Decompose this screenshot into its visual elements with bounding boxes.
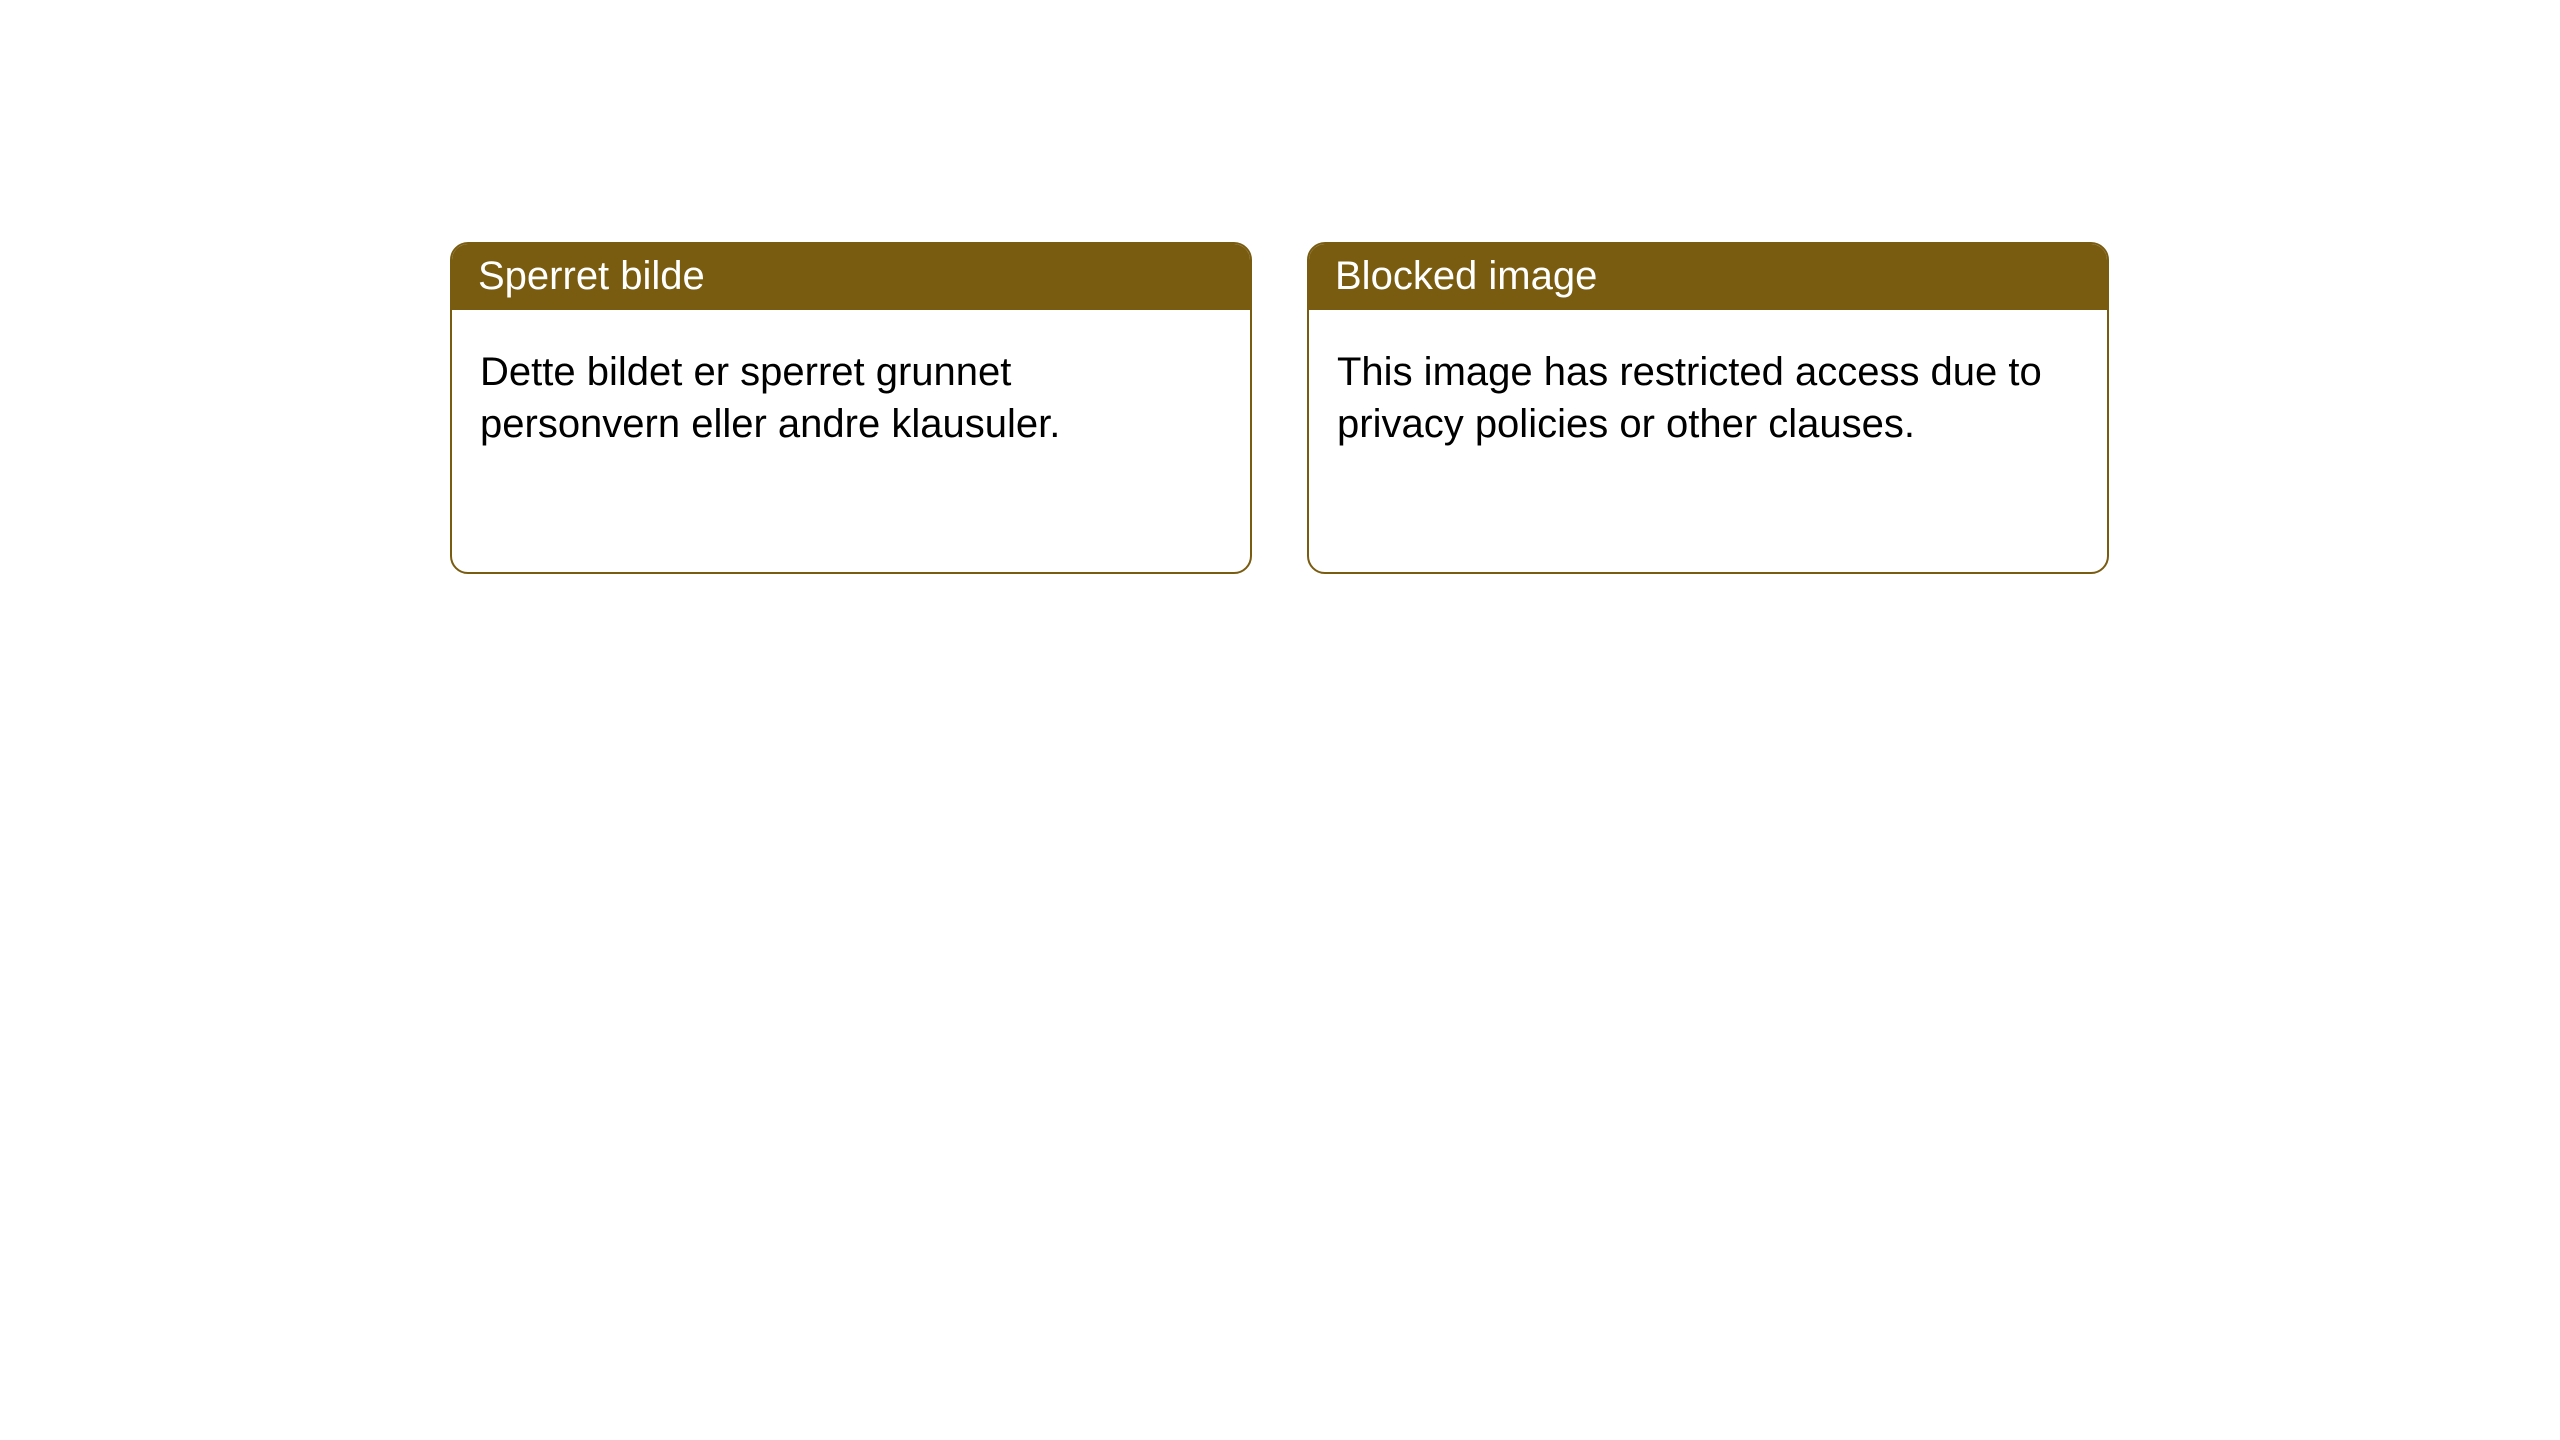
notice-card-english: Blocked image This image has restricted …: [1307, 242, 2109, 574]
card-title: Blocked image: [1309, 244, 2107, 310]
card-title: Sperret bilde: [452, 244, 1250, 310]
notice-card-norwegian: Sperret bilde Dette bildet er sperret gr…: [450, 242, 1252, 574]
card-body-text: This image has restricted access due to …: [1309, 310, 2107, 486]
card-body-text: Dette bildet er sperret grunnet personve…: [452, 310, 1250, 486]
notice-cards-container: Sperret bilde Dette bildet er sperret gr…: [0, 0, 2560, 574]
